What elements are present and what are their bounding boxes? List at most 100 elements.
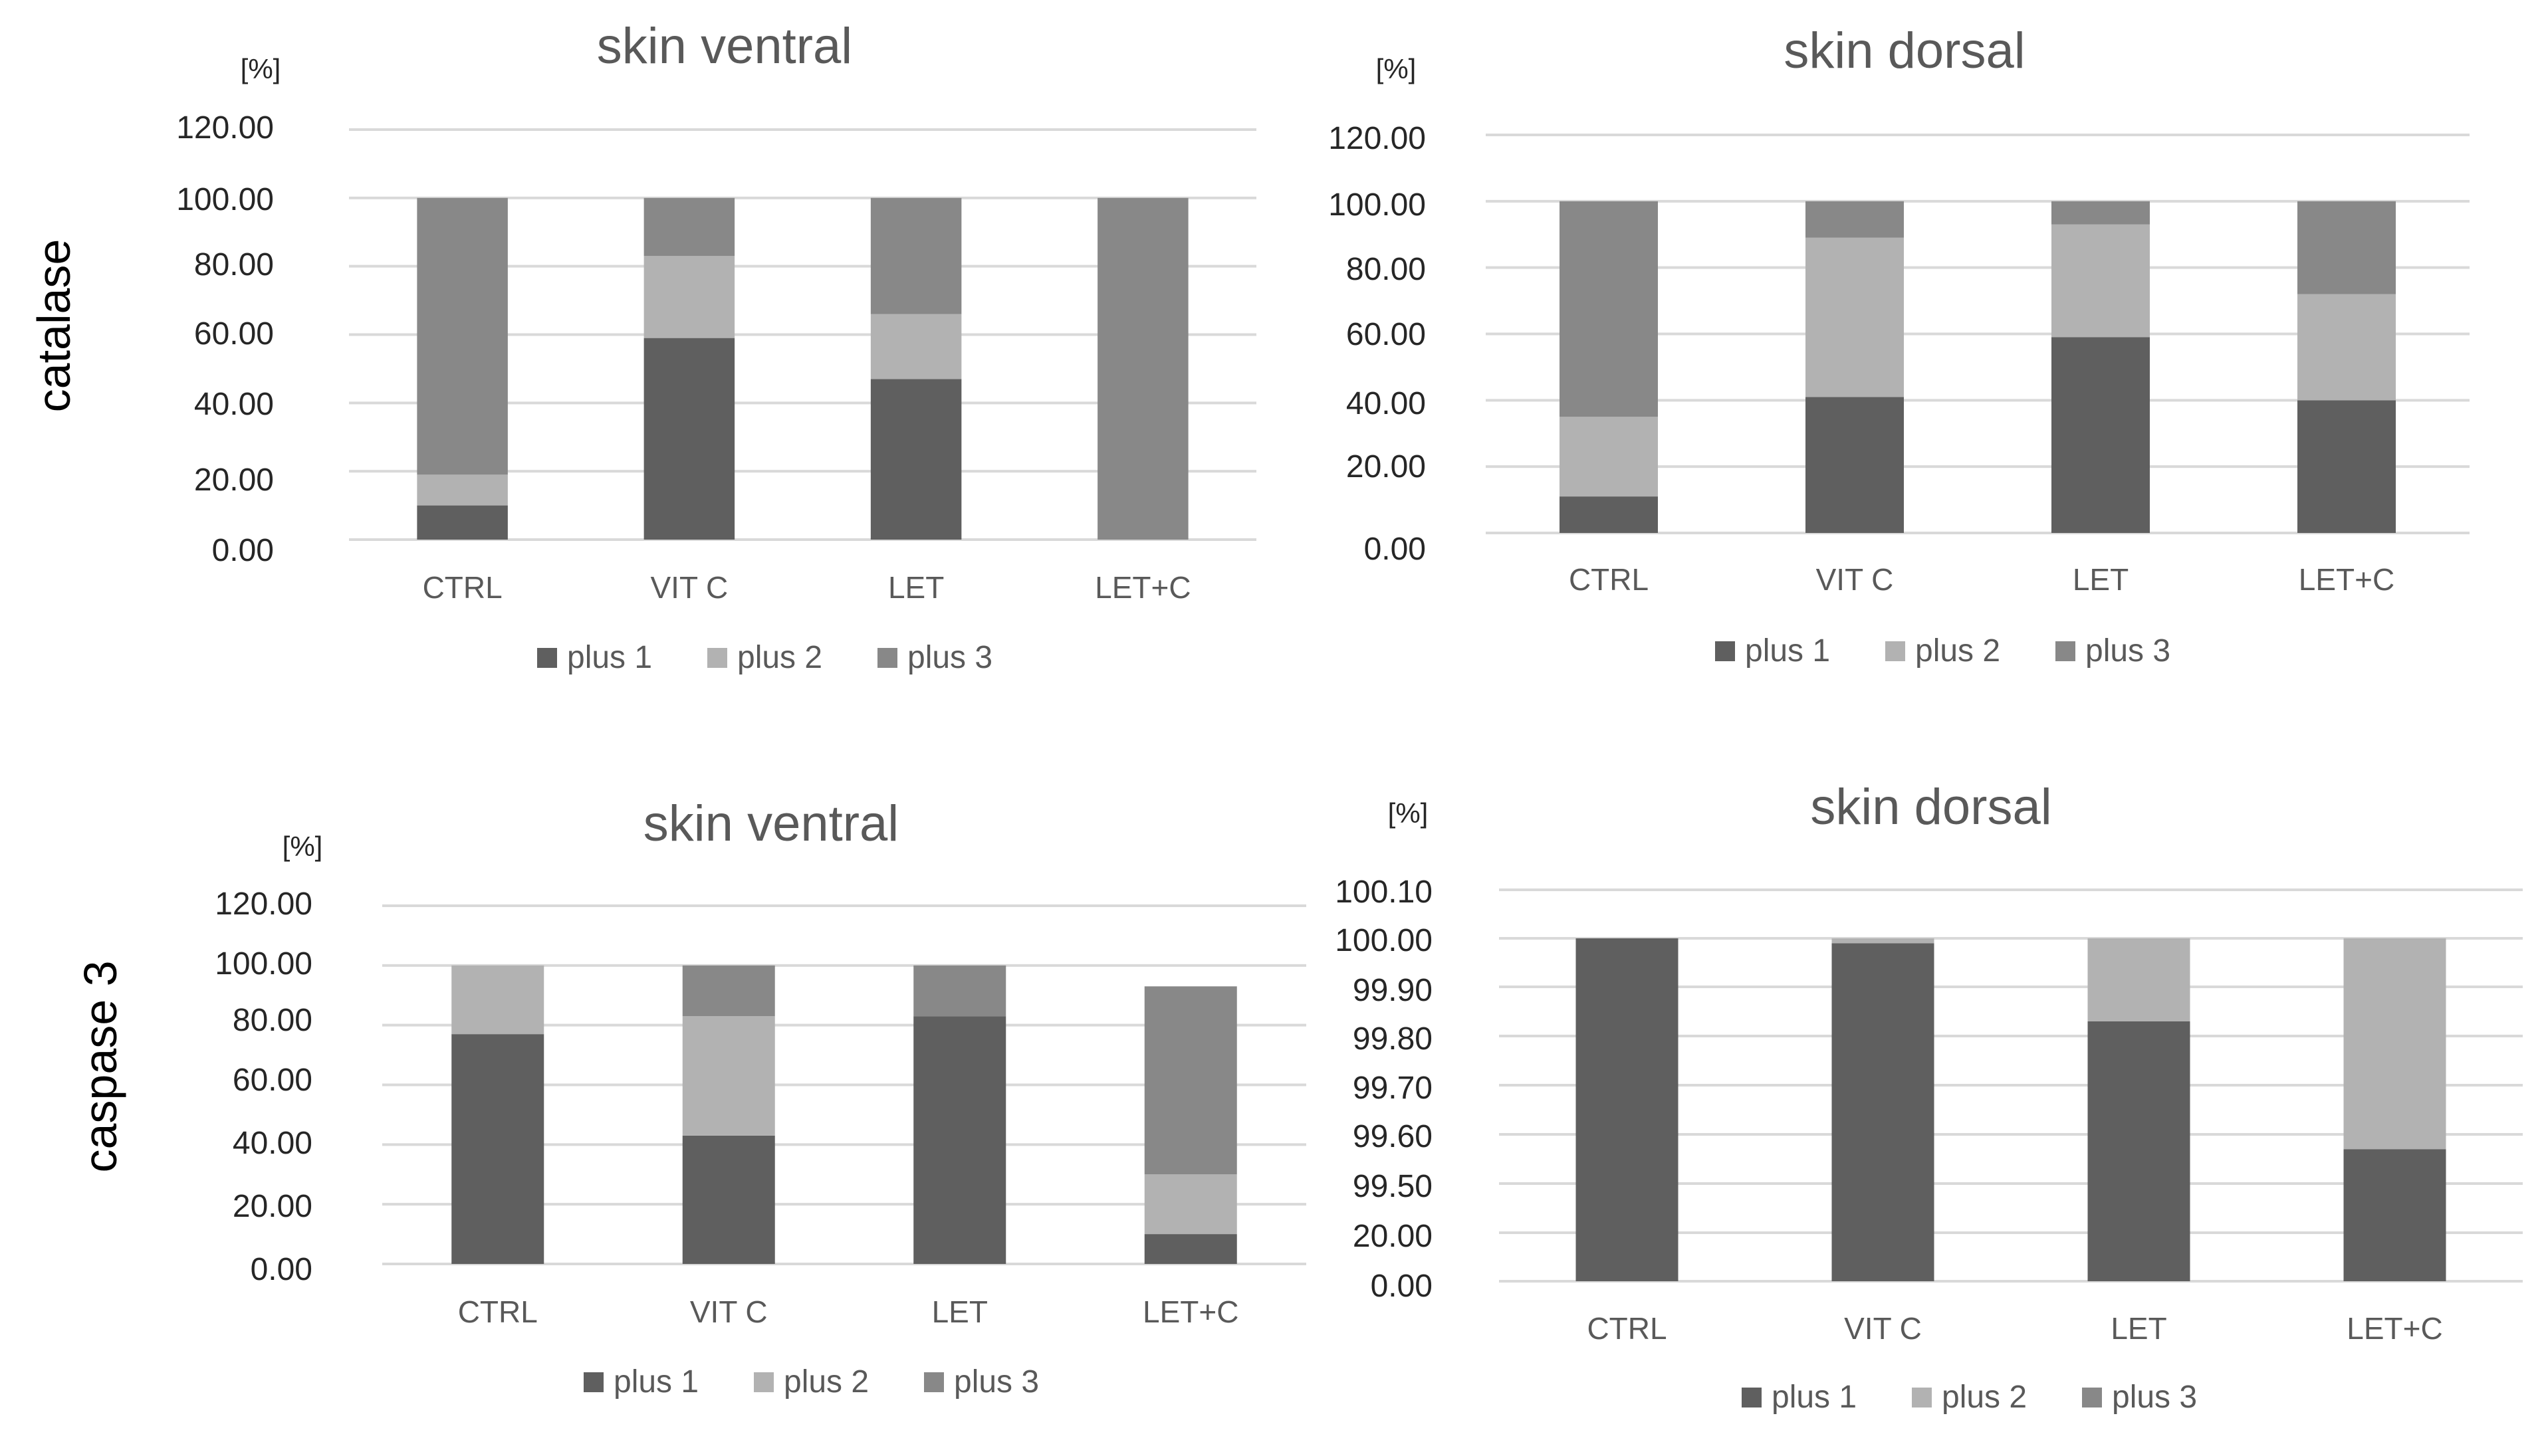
x-category-label: CTRL xyxy=(1569,562,1649,597)
legend-label: plus 1 xyxy=(1772,1380,1857,1415)
y-tick-label: 100.00 xyxy=(1328,187,1426,223)
bar-segment xyxy=(682,965,775,1017)
bar-segment xyxy=(417,505,508,540)
bar-segment xyxy=(1805,201,1904,238)
x-category-label: LET+C xyxy=(1095,570,1191,605)
bar-segment xyxy=(1144,1174,1237,1235)
legend-label: plus 3 xyxy=(2085,633,2170,669)
legend-swatch xyxy=(877,648,897,668)
x-category-label: LET xyxy=(2111,1311,2166,1346)
legend-swatch xyxy=(1885,641,1905,661)
y-axis-unit: [%] xyxy=(1388,797,1429,829)
bar-segment xyxy=(913,965,1006,1017)
x-category-label: CTRL xyxy=(423,570,503,605)
legend-label: plus 3 xyxy=(2112,1380,2197,1415)
legend-label: plus 1 xyxy=(614,1364,699,1400)
bar-segment xyxy=(1144,986,1237,1175)
legend-swatch xyxy=(537,648,557,668)
legend-label: plus 3 xyxy=(907,640,992,675)
legend-label: plus 2 xyxy=(1942,1380,2027,1415)
chart-title: skin ventral xyxy=(597,18,852,74)
y-tick-label: 120.00 xyxy=(176,110,274,146)
y-tick-label: 99.80 xyxy=(1353,1021,1433,1057)
chart-title: skin dorsal xyxy=(1810,779,2051,835)
bar-segment xyxy=(682,1016,775,1136)
bar-segment xyxy=(2297,400,2396,533)
bar-segment xyxy=(1831,938,1934,944)
bar-segment xyxy=(1560,417,1658,497)
bar-segment xyxy=(1560,201,1658,417)
y-tick-label: 80.00 xyxy=(194,247,274,282)
y-tick-label: 100.00 xyxy=(215,946,312,982)
legend-swatch xyxy=(1912,1388,1932,1407)
x-category-label: LET xyxy=(888,570,944,605)
chart-4: skin dorsal [%] 0.00 20.00 99.50 99.60 99.70 99… xyxy=(1335,779,2523,1415)
bar-segment xyxy=(2297,201,2396,294)
chart-title: skin dorsal xyxy=(1784,23,2025,79)
x-category-label: LET+C xyxy=(1143,1295,1238,1329)
bar-segment xyxy=(1560,496,1658,533)
bar-segment xyxy=(913,1016,1006,1264)
x-category-label: LET+C xyxy=(2347,1311,2442,1346)
y-tick-label: 99.90 xyxy=(1353,973,1433,1008)
bar-segment xyxy=(2297,294,2396,401)
legend-label: plus 3 xyxy=(954,1364,1039,1400)
y-tick-label: 0.00 xyxy=(1371,1269,1433,1304)
x-category-label: CTRL xyxy=(1587,1311,1667,1346)
legend-label: plus 1 xyxy=(1745,633,1830,669)
chart-1: skin ventral [%] 0.00 20.00 40.00 60.00 80.00 1… xyxy=(176,18,1256,675)
bar-segment xyxy=(643,197,735,257)
chart-3: skin ventral [%] 0.00 20.00 40.00 60.00 80.00 1… xyxy=(215,795,1306,1400)
y-tick-label: 60.00 xyxy=(1346,317,1426,352)
legend-swatch xyxy=(754,1372,774,1392)
y-tick-label: 99.70 xyxy=(1353,1071,1433,1106)
y-tick-label: 0.00 xyxy=(212,533,274,568)
charts-group: skin ventral [%] 0.00 20.00 40.00 60.00 80.00 1… xyxy=(176,18,2523,1415)
chart-2: skin dorsal [%] 0.00 20.00 40.00 60.00 80.00 10… xyxy=(1328,23,2470,669)
x-category-label: VIT C xyxy=(1844,1311,1922,1346)
y-tick-label: 0.00 xyxy=(251,1252,312,1287)
y-tick-label: 100.00 xyxy=(176,182,274,217)
y-tick-label: 80.00 xyxy=(1346,252,1426,287)
bar-segment xyxy=(2087,1021,2190,1281)
x-category-label: LET xyxy=(2073,562,2129,597)
bar-segment xyxy=(451,1034,544,1264)
legend-swatch xyxy=(584,1372,604,1392)
y-axis-unit: [%] xyxy=(241,53,281,84)
bar-segment xyxy=(1831,943,1934,1281)
legend-swatch xyxy=(924,1372,944,1392)
legend-swatch xyxy=(707,648,727,668)
row-label-caspase-3: caspase 3 xyxy=(74,960,126,1172)
legend-swatch xyxy=(2055,641,2075,661)
bar-segment xyxy=(870,314,962,379)
bar-segment xyxy=(2087,938,2190,1021)
bar-segment xyxy=(1144,1234,1237,1264)
y-tick-label: 40.00 xyxy=(233,1126,312,1161)
y-tick-label: 20.00 xyxy=(194,463,274,498)
y-tick-label: 120.00 xyxy=(1328,121,1426,156)
y-tick-label: 40.00 xyxy=(1346,386,1426,421)
row-label-catalase: catalase xyxy=(28,239,80,413)
legend-swatch xyxy=(1715,641,1735,661)
y-tick-label: 20.00 xyxy=(1353,1219,1433,1254)
x-category-label: VIT C xyxy=(1816,562,1894,597)
y-tick-label: 60.00 xyxy=(233,1063,312,1098)
x-category-label: CTRL xyxy=(458,1295,538,1329)
y-axis-unit: [%] xyxy=(1376,53,1417,84)
x-category-label: VIT C xyxy=(651,570,729,605)
bar-segment xyxy=(2051,201,2150,225)
y-tick-label: 40.00 xyxy=(194,387,274,422)
bar-segment xyxy=(1575,938,1678,1281)
y-tick-label: 0.00 xyxy=(1364,532,1426,567)
x-category-label: VIT C xyxy=(690,1295,768,1329)
bar-segment xyxy=(870,379,962,540)
y-tick-label: 120.00 xyxy=(215,886,312,922)
y-tick-label: 20.00 xyxy=(1346,449,1426,484)
chart-title: skin ventral xyxy=(643,795,899,852)
y-tick-label: 80.00 xyxy=(233,1003,312,1038)
legend-label: plus 1 xyxy=(567,640,652,675)
bar-segment xyxy=(643,256,735,338)
bar-segment xyxy=(1805,237,1904,397)
y-tick-label: 20.00 xyxy=(233,1189,312,1224)
bar-segment xyxy=(2051,224,2150,338)
